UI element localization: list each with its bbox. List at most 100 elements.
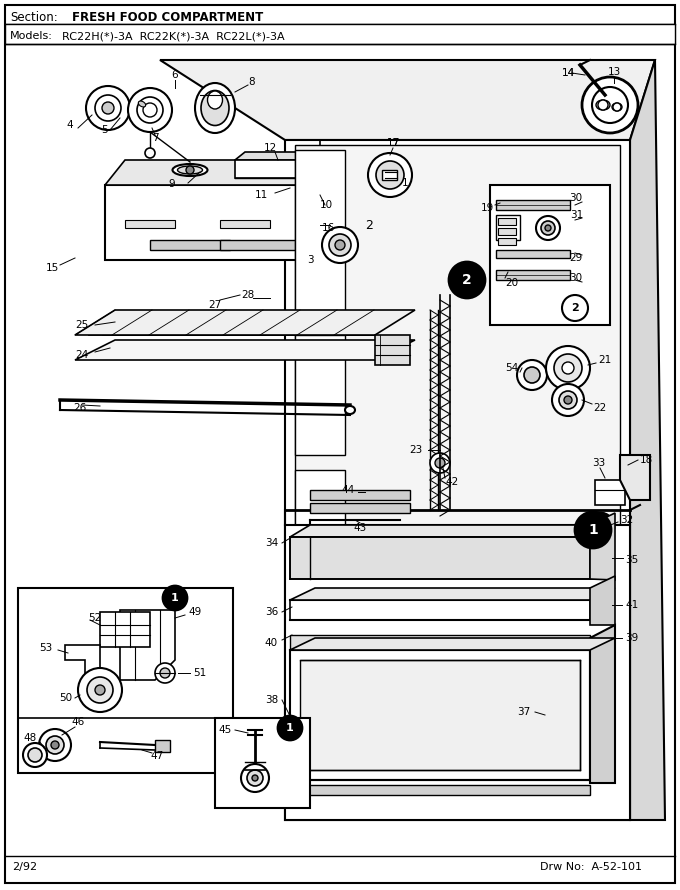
Circle shape: [95, 685, 105, 695]
Circle shape: [562, 295, 588, 321]
Text: 32: 32: [620, 515, 633, 525]
Circle shape: [46, 736, 64, 754]
Text: 2: 2: [571, 303, 579, 313]
Bar: [290, 537, 595, 579]
Circle shape: [311, 183, 329, 201]
Polygon shape: [290, 525, 615, 537]
Text: 7: 7: [152, 133, 158, 143]
Text: 24: 24: [75, 350, 88, 360]
Text: 42: 42: [445, 477, 458, 487]
Bar: [155, 740, 170, 752]
Polygon shape: [300, 160, 320, 260]
Bar: [305, 210, 320, 250]
Polygon shape: [75, 340, 415, 360]
Circle shape: [252, 775, 258, 781]
Bar: [595, 480, 625, 505]
Circle shape: [554, 354, 582, 382]
Text: 39: 39: [625, 633, 639, 643]
Circle shape: [163, 586, 187, 610]
Text: 28: 28: [241, 290, 254, 300]
Circle shape: [137, 97, 163, 123]
Circle shape: [86, 86, 130, 130]
Text: 3: 3: [307, 255, 313, 265]
Text: 25: 25: [75, 320, 88, 330]
Bar: [215, 718, 310, 808]
Circle shape: [87, 677, 113, 703]
Circle shape: [586, 513, 614, 541]
Bar: [295, 145, 620, 815]
Bar: [220, 240, 300, 250]
Text: 1: 1: [286, 723, 294, 733]
Text: 48: 48: [24, 733, 37, 743]
Polygon shape: [290, 638, 615, 650]
Circle shape: [559, 391, 577, 409]
Polygon shape: [496, 250, 570, 258]
Ellipse shape: [177, 166, 203, 174]
Text: 13: 13: [607, 67, 621, 77]
Text: 1: 1: [402, 178, 408, 188]
Circle shape: [160, 668, 170, 678]
Bar: [498, 218, 516, 225]
Circle shape: [524, 367, 540, 383]
Text: 37: 37: [517, 707, 530, 717]
Text: 2/92: 2/92: [12, 862, 37, 872]
Circle shape: [155, 663, 175, 683]
Bar: [295, 335, 345, 455]
Text: 4: 4: [67, 120, 73, 130]
Text: 14: 14: [562, 68, 575, 78]
Text: 31: 31: [570, 210, 583, 220]
Bar: [490, 185, 610, 325]
Text: 52: 52: [88, 613, 101, 623]
Bar: [5, 24, 675, 44]
Polygon shape: [120, 610, 175, 680]
Text: 12: 12: [263, 143, 277, 153]
Circle shape: [51, 741, 59, 749]
Polygon shape: [496, 270, 570, 280]
Text: 6: 6: [171, 70, 178, 80]
Bar: [285, 140, 630, 820]
Circle shape: [241, 764, 269, 792]
Bar: [125, 220, 175, 228]
Polygon shape: [65, 645, 100, 690]
Ellipse shape: [612, 103, 622, 111]
Text: 5: 5: [102, 125, 108, 135]
Text: 2: 2: [462, 273, 472, 287]
Circle shape: [143, 103, 157, 117]
Text: 27: 27: [208, 300, 222, 310]
Text: 50: 50: [59, 693, 72, 703]
Text: 38: 38: [265, 695, 278, 705]
Circle shape: [368, 153, 412, 197]
Text: 20: 20: [505, 278, 518, 288]
Ellipse shape: [596, 100, 610, 110]
Text: 34: 34: [265, 538, 278, 548]
Circle shape: [517, 360, 547, 390]
Polygon shape: [590, 576, 615, 625]
Polygon shape: [620, 455, 650, 500]
Text: 53: 53: [39, 643, 52, 653]
Circle shape: [545, 225, 551, 231]
Circle shape: [78, 668, 122, 712]
Text: 26: 26: [73, 403, 86, 413]
Circle shape: [278, 716, 302, 740]
Text: 17: 17: [386, 138, 400, 148]
Bar: [290, 650, 595, 780]
Bar: [310, 490, 410, 500]
Polygon shape: [590, 625, 615, 783]
Text: 11: 11: [255, 190, 268, 200]
Circle shape: [586, 513, 614, 541]
Polygon shape: [496, 200, 570, 210]
Text: 19: 19: [481, 203, 494, 213]
Text: 33: 33: [592, 458, 605, 468]
Circle shape: [297, 180, 313, 196]
Circle shape: [562, 362, 574, 374]
Text: 23: 23: [409, 445, 422, 455]
Polygon shape: [290, 588, 615, 600]
Circle shape: [435, 458, 445, 468]
Polygon shape: [160, 60, 655, 140]
Text: 14: 14: [562, 68, 575, 78]
Circle shape: [102, 102, 114, 114]
Circle shape: [95, 95, 121, 121]
Text: 2: 2: [365, 219, 373, 231]
Text: Models:: Models:: [10, 31, 53, 41]
Circle shape: [536, 216, 560, 240]
